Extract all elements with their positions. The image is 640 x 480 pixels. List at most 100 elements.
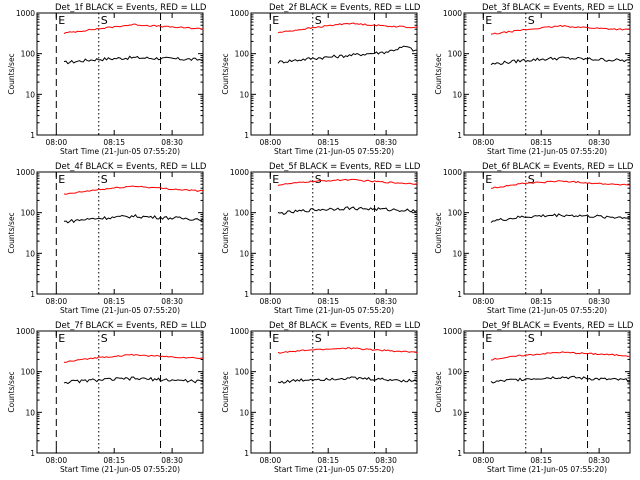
- panel-4: Det_4f BLACK = Events, RED = LLD 1 10 100 10…: [7, 162, 207, 315]
- marker-label: S: [528, 14, 535, 27]
- plot-frame: [36, 12, 204, 136]
- marker-label: S: [101, 173, 108, 186]
- x-tick-label: 08:15: [317, 456, 339, 465]
- x-tick-label: 08:15: [103, 456, 125, 465]
- y-tick-label: 100: [235, 368, 250, 377]
- y-tick-label: 10: [239, 249, 249, 258]
- plot-frame: [250, 12, 418, 136]
- x-tick-label: 08:15: [530, 138, 552, 147]
- y-tick-label: 1: [244, 131, 249, 140]
- marker-label: S: [315, 332, 322, 345]
- x-tick-label: 08:00: [45, 138, 67, 147]
- y-tick-label: 10: [25, 408, 35, 417]
- y-tick-label: 1: [244, 290, 249, 299]
- y-tick-label: 100: [448, 209, 463, 218]
- y-tick-label: 10: [25, 249, 35, 258]
- x-tick-label: 08:15: [530, 297, 552, 306]
- x-tick-label: 08:15: [103, 297, 125, 306]
- x-axis-label: Start Time (21-Jun-05 07:55:20): [274, 465, 394, 474]
- x-tick-label: 08:00: [472, 297, 494, 306]
- x-tick-label: 08:00: [259, 297, 281, 306]
- y-axis-label: Counts/sec: [434, 53, 443, 94]
- events-series: [490, 213, 630, 223]
- marker-label: E: [58, 332, 65, 345]
- lld-series: [490, 180, 630, 189]
- events-series: [490, 56, 630, 66]
- marker-label: S: [101, 14, 108, 27]
- plot-frame: [250, 171, 418, 295]
- y-tick-label: 1: [457, 449, 462, 458]
- x-axis-label: Start Time (21-Jun-05 07:55:20): [60, 465, 180, 474]
- marker-label: E: [485, 173, 492, 186]
- x-tick-label: 08:00: [259, 138, 281, 147]
- x-tick-label: 08:00: [45, 297, 67, 306]
- marker-label: E: [272, 332, 279, 345]
- x-tick-label: 08:30: [161, 456, 183, 465]
- y-tick-label: 100: [21, 209, 36, 218]
- plot-frame: [36, 330, 204, 454]
- y-tick-label: 1000: [16, 9, 35, 18]
- x-tick-label: 08:30: [161, 297, 183, 306]
- plot-frame: [250, 330, 418, 454]
- panel-title: Det_5f BLACK = Events, RED = LLD: [269, 162, 421, 172]
- lld-series: [63, 353, 203, 363]
- x-tick-label: 08:30: [375, 456, 397, 465]
- marker-label: S: [315, 14, 322, 27]
- y-tick-label: 10: [452, 249, 462, 258]
- x-tick-label: 08:30: [375, 138, 397, 147]
- y-tick-label: 1000: [16, 327, 35, 336]
- y-axis-label: Counts/sec: [221, 371, 230, 412]
- y-tick-label: 10: [452, 90, 462, 99]
- x-tick-label: 08:00: [472, 456, 494, 465]
- panel-title: Det_1f BLACK = Events, RED = LLD: [55, 3, 207, 13]
- y-axis-label: Counts/sec: [221, 212, 230, 253]
- marker-label: S: [528, 332, 535, 345]
- y-tick-label: 100: [235, 209, 250, 218]
- x-tick-label: 08:15: [317, 297, 339, 306]
- lld-series: [63, 23, 203, 35]
- marker-label: S: [101, 332, 108, 345]
- panel-title: Det_9f BLACK = Events, RED = LLD: [482, 321, 634, 331]
- y-tick-label: 1000: [230, 327, 249, 336]
- panel-title: Det_8f BLACK = Events, RED = LLD: [269, 321, 421, 331]
- x-tick-label: 08:00: [259, 456, 281, 465]
- marker-label: E: [272, 173, 279, 186]
- y-tick-label: 1000: [443, 9, 462, 18]
- x-tick-label: 08:15: [530, 456, 552, 465]
- y-tick-label: 1: [30, 449, 35, 458]
- lld-series: [63, 185, 203, 195]
- panel-5: Det_5f BLACK = Events, RED = LLD 1 10 100 10…: [221, 162, 421, 315]
- x-axis-label: Start Time (21-Jun-05 07:55:20): [487, 147, 607, 156]
- y-tick-label: 100: [235, 50, 250, 59]
- events-series: [63, 55, 203, 65]
- panel-title: Det_4f BLACK = Events, RED = LLD: [55, 162, 207, 172]
- x-tick-label: 08:30: [588, 456, 610, 465]
- panel-1: Det_1f BLACK = Events, RED = LLD 1 10 100 10…: [7, 3, 207, 156]
- x-axis-label: Start Time (21-Jun-05 07:55:20): [60, 147, 180, 156]
- y-tick-label: 1000: [16, 168, 35, 177]
- y-tick-label: 1000: [230, 9, 249, 18]
- x-tick-label: 08:30: [588, 138, 610, 147]
- marker-label: E: [272, 14, 279, 27]
- panel-6: Det_6f BLACK = Events, RED = LLD 1 10 100 10…: [434, 162, 634, 315]
- marker-label: E: [58, 173, 65, 186]
- panel-8: Det_8f BLACK = Events, RED = LLD 1 10 100 10…: [221, 321, 421, 474]
- y-axis-label: Counts/sec: [7, 212, 16, 253]
- y-axis-label: Counts/sec: [434, 212, 443, 253]
- x-axis-label: Start Time (21-Jun-05 07:55:20): [274, 147, 394, 156]
- lld-series: [490, 24, 630, 35]
- plot-frame: [463, 171, 631, 295]
- x-tick-label: 08:00: [472, 138, 494, 147]
- y-axis-label: Counts/sec: [7, 53, 16, 94]
- y-tick-label: 1: [457, 131, 462, 140]
- y-tick-label: 10: [25, 90, 35, 99]
- plot-frame: [463, 12, 631, 136]
- y-tick-label: 100: [448, 368, 463, 377]
- y-axis-label: Counts/sec: [7, 371, 16, 412]
- lld-series: [277, 178, 417, 186]
- events-series: [277, 376, 417, 384]
- x-tick-label: 08:30: [375, 297, 397, 306]
- marker-label: S: [315, 173, 322, 186]
- x-tick-label: 08:15: [103, 138, 125, 147]
- y-tick-label: 1000: [443, 168, 462, 177]
